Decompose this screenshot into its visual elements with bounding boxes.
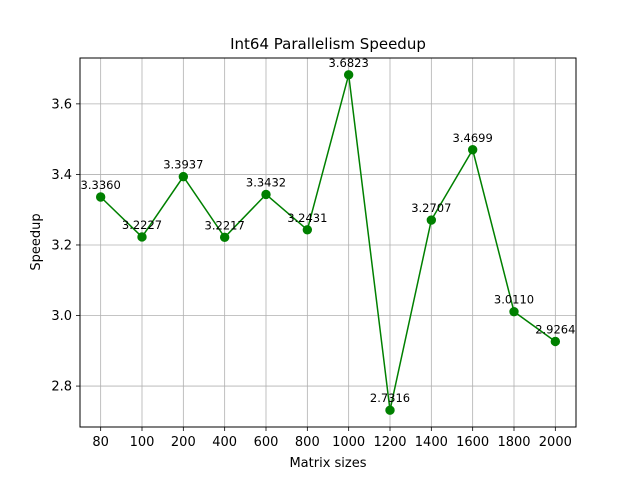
data-point	[178, 171, 189, 182]
x-tick-label: 100	[130, 435, 155, 450]
data-point	[467, 145, 478, 155]
x-tick-label: 1200	[373, 435, 406, 450]
data-point	[219, 232, 230, 243]
data-label: 3.4699	[453, 131, 493, 145]
chart-title: Int64 Parallelism Speedup	[230, 35, 426, 53]
grid	[80, 58, 576, 427]
data-point	[137, 232, 147, 242]
data-label: 3.3360	[81, 178, 121, 192]
x-axis-label: Matrix sizes	[289, 456, 366, 471]
data-label: 3.2227	[122, 218, 162, 232]
y-tick-label: 3.0	[51, 309, 72, 324]
x-tick-label: 400	[212, 435, 237, 450]
data-point	[426, 215, 437, 225]
y-tick-label: 3.6	[51, 97, 72, 112]
x-tick-label: 1400	[415, 435, 448, 450]
plot-frame	[79, 57, 577, 428]
data-point	[550, 336, 561, 347]
data-point	[95, 192, 106, 202]
x-tick-label: 2000	[539, 435, 572, 450]
data-label: 3.3937	[163, 158, 203, 172]
data-label: 2.9264	[535, 322, 575, 336]
x-tick-label: 200	[171, 435, 196, 450]
y-tick-label: 2.8	[51, 380, 72, 395]
data-point	[385, 405, 395, 415]
data-label: 3.3432	[246, 175, 286, 189]
y-axis-label: Speedup	[29, 213, 44, 270]
y-tick-label: 3.2	[51, 238, 72, 253]
axis-ticks: 80 100 200 400 600 800 1000 1200 1400 1600 1800 200…	[51, 97, 572, 450]
x-tick-label: 600	[254, 435, 279, 450]
data-label: 3.2217	[205, 218, 245, 232]
data-label: 3.2431	[287, 211, 327, 225]
data-point	[343, 70, 354, 80]
data-labels: 3.3360 3.2227 3.3937 3.2217 3.3432 3.2431 3.68…	[81, 56, 576, 405]
y-tick-label: 3.4	[51, 168, 72, 183]
data-point	[302, 225, 313, 235]
data-label: 3.2707	[411, 201, 451, 215]
x-tick-label: 1800	[497, 435, 530, 450]
data-series	[95, 70, 561, 415]
data-point	[261, 189, 271, 200]
x-tick-label: 1000	[332, 435, 365, 450]
data-label: 3.0110	[494, 293, 534, 307]
x-tick-label: 800	[295, 435, 320, 450]
data-label: 3.6823	[329, 56, 369, 70]
data-point	[509, 306, 519, 317]
series-line	[100, 74, 556, 411]
data-label: 2.7316	[370, 391, 410, 405]
x-tick-label: 80	[92, 435, 109, 450]
x-tick-label: 1600	[456, 435, 489, 450]
